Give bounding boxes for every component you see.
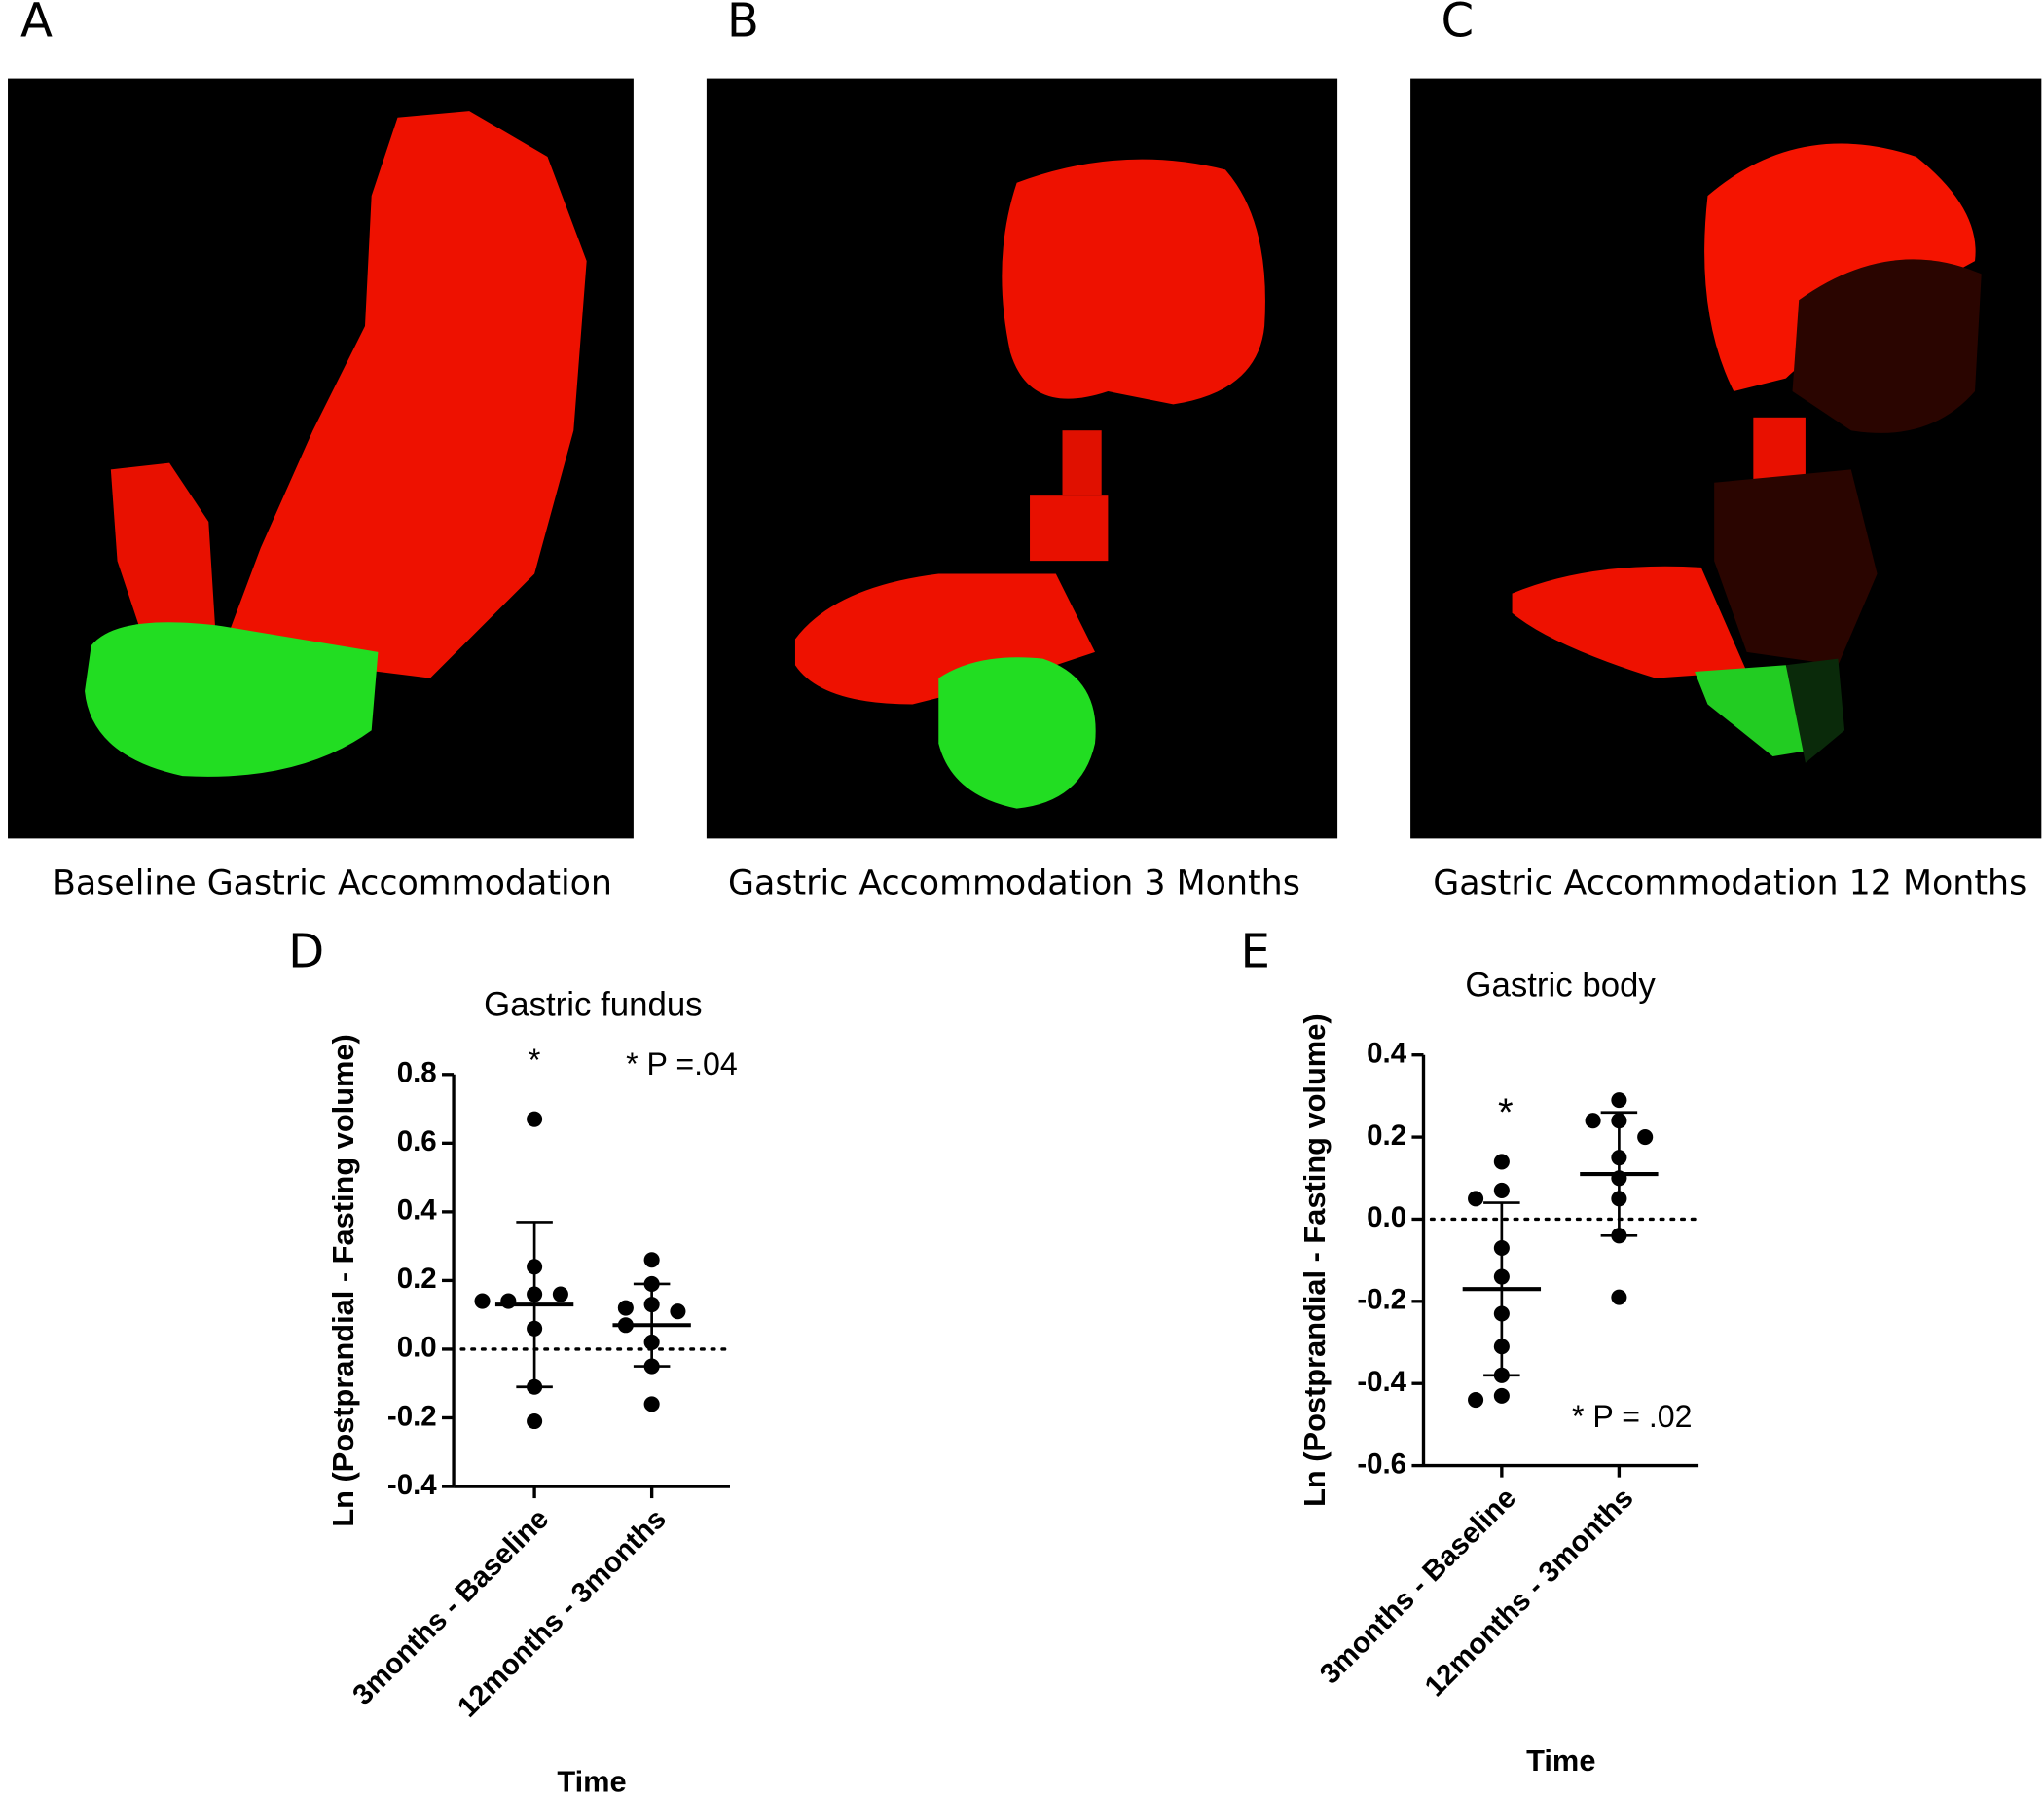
y-tick-label: 0.2 bbox=[1367, 1119, 1406, 1152]
data-point bbox=[1637, 1129, 1654, 1146]
y-tick-label: 0.2 bbox=[397, 1263, 437, 1295]
caption: Gastric Accommodation 3 Months bbox=[728, 863, 1300, 902]
annotation: * P =.04 bbox=[626, 1046, 738, 1082]
y-tick-label: 0.6 bbox=[397, 1125, 437, 1157]
y-tick-label: 0.4 bbox=[397, 1194, 438, 1227]
y-tick-label: 0.8 bbox=[397, 1057, 437, 1089]
y-tick-label: -0.6 bbox=[1357, 1448, 1406, 1480]
data-point bbox=[474, 1293, 491, 1309]
data-point bbox=[643, 1396, 660, 1412]
x-tick-label: 3months - Baseline bbox=[1314, 1482, 1522, 1690]
data-point bbox=[617, 1300, 634, 1316]
data-point bbox=[552, 1286, 568, 1302]
data-point bbox=[1611, 1092, 1627, 1109]
annotation: * P = .02 bbox=[1572, 1399, 1693, 1434]
data-point bbox=[527, 1412, 543, 1430]
x-axis-label: Time bbox=[557, 1765, 626, 1797]
data-point bbox=[643, 1252, 660, 1268]
render-a bbox=[8, 78, 634, 839]
data-point bbox=[1468, 1392, 1484, 1409]
x-tick-label: 12months - 3months bbox=[1419, 1482, 1640, 1703]
y-tick-label: 0.4 bbox=[1367, 1037, 1407, 1069]
panel-label: E bbox=[1240, 925, 1269, 979]
chart-title: Gastric body bbox=[1465, 966, 1656, 1004]
chart-title: Gastric fundus bbox=[484, 985, 702, 1023]
y-axis-label: Ln (Postprandial - Fasting volume) bbox=[326, 1034, 360, 1526]
panel-label: A bbox=[20, 0, 53, 48]
y-axis-label: Ln (Postprandial - Fasting volume) bbox=[1297, 1013, 1332, 1506]
panel-label: B bbox=[727, 0, 759, 48]
x-axis-label: Time bbox=[1526, 1743, 1595, 1778]
data-point bbox=[1493, 1154, 1510, 1170]
x-tick-label: 3months - Baseline bbox=[347, 1503, 555, 1711]
data-point bbox=[1493, 1387, 1510, 1404]
caption: Baseline Gastric Accommodation bbox=[53, 863, 612, 902]
data-point bbox=[1493, 1182, 1510, 1198]
panel-label: C bbox=[1441, 0, 1474, 48]
y-tick-label: -0.2 bbox=[387, 1400, 437, 1432]
render-b bbox=[706, 78, 1338, 839]
y-tick-label: 0.0 bbox=[397, 1332, 437, 1364]
caption: Gastric Accommodation 12 Months bbox=[1433, 863, 2026, 902]
y-tick-label: -0.2 bbox=[1357, 1284, 1406, 1316]
data-point bbox=[670, 1303, 686, 1320]
render-c bbox=[1410, 78, 2042, 839]
data-point bbox=[1585, 1113, 1601, 1129]
panel-label: D bbox=[288, 925, 324, 979]
y-tick-label: -0.4 bbox=[387, 1469, 437, 1501]
y-tick-label: 0.0 bbox=[1367, 1201, 1406, 1233]
y-tick-label: -0.4 bbox=[1357, 1366, 1406, 1398]
data-point bbox=[1468, 1191, 1484, 1207]
x-tick-label: 12months - 3months bbox=[452, 1503, 673, 1724]
data-point bbox=[527, 1111, 543, 1127]
data-point bbox=[500, 1293, 517, 1309]
annotation: * bbox=[529, 1043, 541, 1078]
data-point bbox=[1611, 1289, 1627, 1305]
annotation: * bbox=[1498, 1090, 1514, 1134]
